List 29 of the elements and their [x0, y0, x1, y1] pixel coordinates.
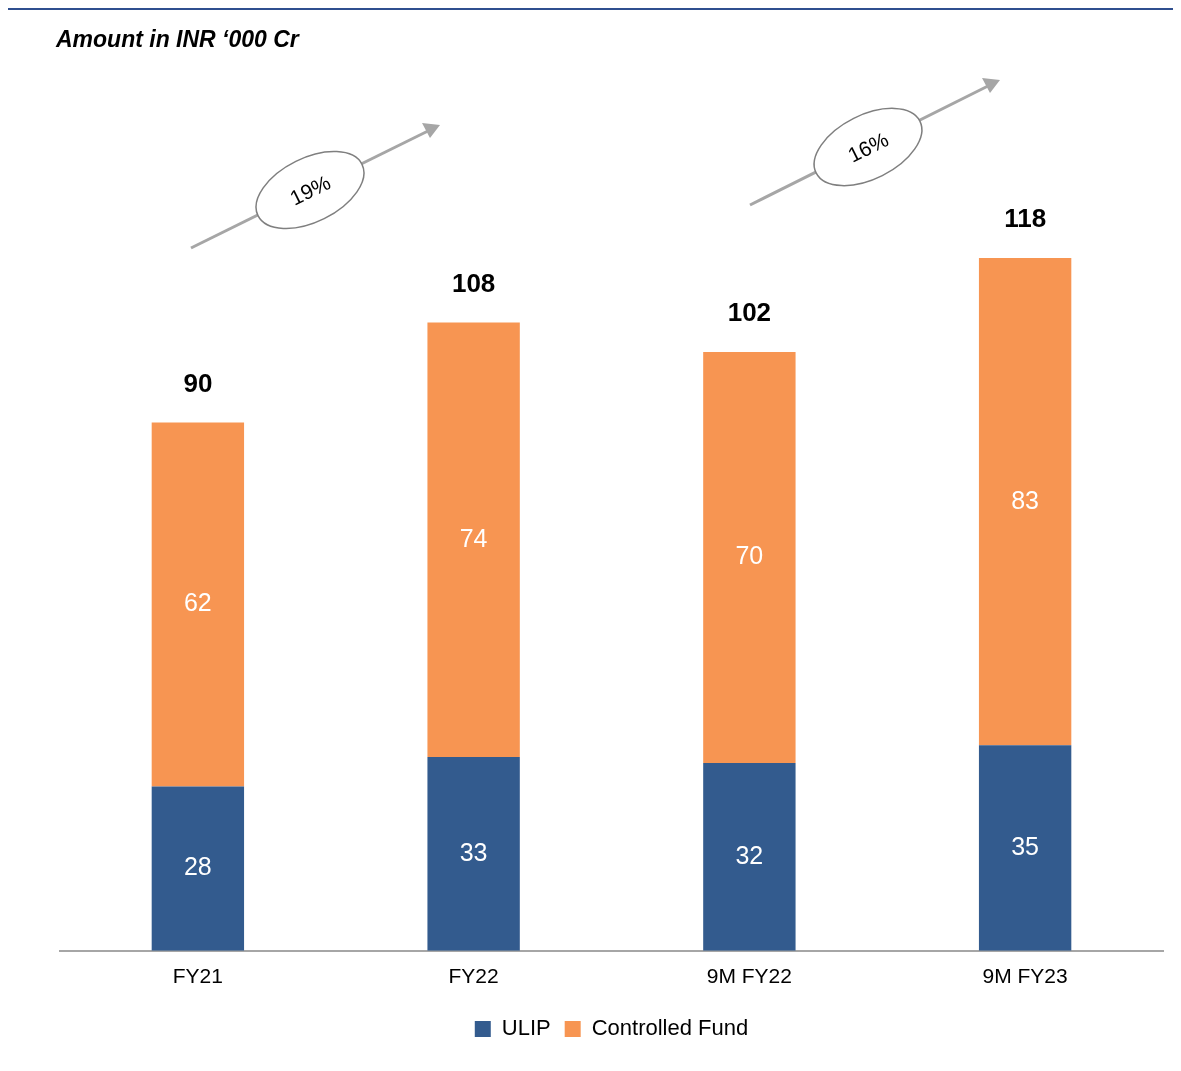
text: 16% [844, 127, 892, 167]
x-tick-label: FY21 [172, 964, 223, 988]
data-label: 33 [459, 837, 488, 866]
legend-label: Controlled Fund [591, 1015, 749, 1041]
total-label: 108 [451, 267, 496, 298]
x-tick-label: 9M FY22 [706, 964, 792, 988]
bar [151, 786, 245, 951]
data-label: 32 [735, 840, 764, 869]
bar [427, 322, 520, 758]
total-label: 90 [183, 367, 213, 398]
x-tick-label: FY22 [448, 964, 499, 988]
bar [703, 762, 796, 951]
bar [151, 422, 245, 787]
x-tick-label: 9M FY23 [982, 964, 1068, 988]
bar [703, 351, 796, 763]
data-label: 74 [459, 523, 488, 552]
data-label: 28 [183, 852, 212, 881]
data-label: 35 [1011, 831, 1040, 860]
total-label: 118 [1004, 203, 1047, 234]
bar [978, 258, 1072, 746]
data-label: 62 [183, 588, 212, 617]
bar [978, 745, 1072, 951]
total-label: 102 [727, 297, 772, 328]
bar [427, 757, 520, 951]
chart-title: Amount in INR ‘000 Cr [56, 26, 299, 53]
text: 19% [286, 170, 334, 210]
legend-label: ULIP [501, 1015, 551, 1041]
data-label: 70 [735, 541, 764, 570]
data-label: 83 [1011, 485, 1040, 514]
